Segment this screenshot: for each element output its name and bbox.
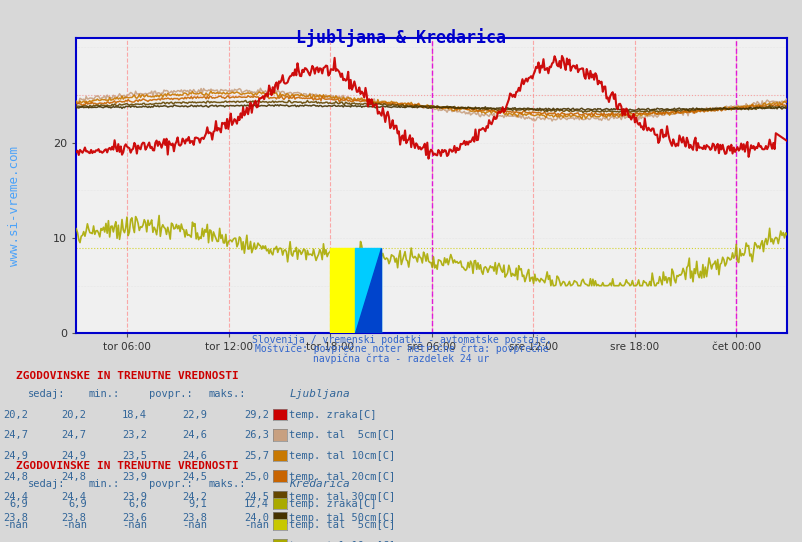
Text: -nan: -nan xyxy=(182,540,207,542)
Text: -nan: -nan xyxy=(62,520,87,530)
Text: -nan: -nan xyxy=(244,520,269,530)
Text: temp. zraka[C]: temp. zraka[C] xyxy=(289,499,376,509)
Text: ZGODOVINSKE IN TRENUTNE VREDNOSTI: ZGODOVINSKE IN TRENUTNE VREDNOSTI xyxy=(16,371,238,382)
Text: 24,9: 24,9 xyxy=(3,451,28,461)
Text: min.:: min.: xyxy=(88,479,119,489)
Text: 20,2: 20,2 xyxy=(3,410,28,420)
Text: 24,4: 24,4 xyxy=(62,492,87,502)
Polygon shape xyxy=(355,248,380,333)
Text: temp. tal 20cm[C]: temp. tal 20cm[C] xyxy=(289,472,395,482)
Text: 23,8: 23,8 xyxy=(3,513,28,523)
Text: navpična črta - razdelek 24 ur: navpična črta - razdelek 24 ur xyxy=(313,353,489,364)
Text: 18,4: 18,4 xyxy=(122,410,147,420)
Text: 24,7: 24,7 xyxy=(3,430,28,441)
Text: -nan: -nan xyxy=(122,540,147,542)
Text: 23,9: 23,9 xyxy=(122,492,147,502)
Text: -nan: -nan xyxy=(244,540,269,542)
Text: min.:: min.: xyxy=(88,389,119,399)
Text: povpr.:: povpr.: xyxy=(148,389,192,399)
Text: ZGODOVINSKE IN TRENUTNE VREDNOSTI: ZGODOVINSKE IN TRENUTNE VREDNOSTI xyxy=(16,461,238,471)
Bar xyxy=(330,248,355,333)
Text: temp. tal 10cm[C]: temp. tal 10cm[C] xyxy=(289,451,395,461)
Text: 6,6: 6,6 xyxy=(128,499,147,509)
Text: -nan: -nan xyxy=(3,540,28,542)
Text: 24,4: 24,4 xyxy=(3,492,28,502)
Text: 23,9: 23,9 xyxy=(122,472,147,482)
Polygon shape xyxy=(355,248,380,333)
Text: Moštviče: povprečne noter metrične črta: povprečne: Moštviče: povprečne noter metrične črta:… xyxy=(254,344,548,354)
Text: -nan: -nan xyxy=(62,540,87,542)
Text: -nan: -nan xyxy=(3,520,28,530)
Text: 6,9: 6,9 xyxy=(10,499,28,509)
Text: 24,7: 24,7 xyxy=(62,430,87,441)
Text: Ljubljana & Kredarica: Ljubljana & Kredarica xyxy=(296,28,506,47)
Text: 23,5: 23,5 xyxy=(122,451,147,461)
Text: 29,2: 29,2 xyxy=(244,410,269,420)
Text: temp. tal 30cm[C]: temp. tal 30cm[C] xyxy=(289,492,395,502)
Text: 26,3: 26,3 xyxy=(244,430,269,441)
Text: 24,6: 24,6 xyxy=(182,430,207,441)
Text: 23,8: 23,8 xyxy=(182,513,207,523)
Text: 20,2: 20,2 xyxy=(62,410,87,420)
Text: 24,8: 24,8 xyxy=(62,472,87,482)
Text: 9,1: 9,1 xyxy=(188,499,207,509)
Text: temp. tal 10cm[C]: temp. tal 10cm[C] xyxy=(289,540,395,542)
Text: -nan: -nan xyxy=(182,520,207,530)
Text: www.si-vreme.com: www.si-vreme.com xyxy=(8,146,21,266)
Text: 23,2: 23,2 xyxy=(122,430,147,441)
Text: 24,0: 24,0 xyxy=(244,513,269,523)
Text: Kredarica: Kredarica xyxy=(289,479,350,489)
Text: 25,0: 25,0 xyxy=(244,472,269,482)
Text: temp. tal  5cm[C]: temp. tal 5cm[C] xyxy=(289,520,395,530)
Text: temp. tal 50cm[C]: temp. tal 50cm[C] xyxy=(289,513,395,523)
Text: 6,9: 6,9 xyxy=(68,499,87,509)
Text: 23,8: 23,8 xyxy=(62,513,87,523)
Text: 24,5: 24,5 xyxy=(244,492,269,502)
Text: povpr.:: povpr.: xyxy=(148,479,192,489)
Text: maks.:: maks.: xyxy=(209,389,246,399)
Text: 23,6: 23,6 xyxy=(122,513,147,523)
Text: sedaj:: sedaj: xyxy=(28,389,66,399)
Text: 24,6: 24,6 xyxy=(182,451,207,461)
Text: 24,9: 24,9 xyxy=(62,451,87,461)
Text: maks.:: maks.: xyxy=(209,479,246,489)
Text: 24,5: 24,5 xyxy=(182,472,207,482)
Text: -nan: -nan xyxy=(122,520,147,530)
Text: Ljubljana: Ljubljana xyxy=(289,389,350,399)
Text: 25,7: 25,7 xyxy=(244,451,269,461)
Text: sedaj:: sedaj: xyxy=(28,479,66,489)
Text: 24,2: 24,2 xyxy=(182,492,207,502)
Text: temp. tal  5cm[C]: temp. tal 5cm[C] xyxy=(289,430,395,441)
Text: temp. zraka[C]: temp. zraka[C] xyxy=(289,410,376,420)
Text: 12,4: 12,4 xyxy=(244,499,269,509)
Text: Slovenija / vremenski podatki - avtomatske postaje,: Slovenija / vremenski podatki - avtomats… xyxy=(251,334,551,345)
Text: 24,8: 24,8 xyxy=(3,472,28,482)
Text: 22,9: 22,9 xyxy=(182,410,207,420)
